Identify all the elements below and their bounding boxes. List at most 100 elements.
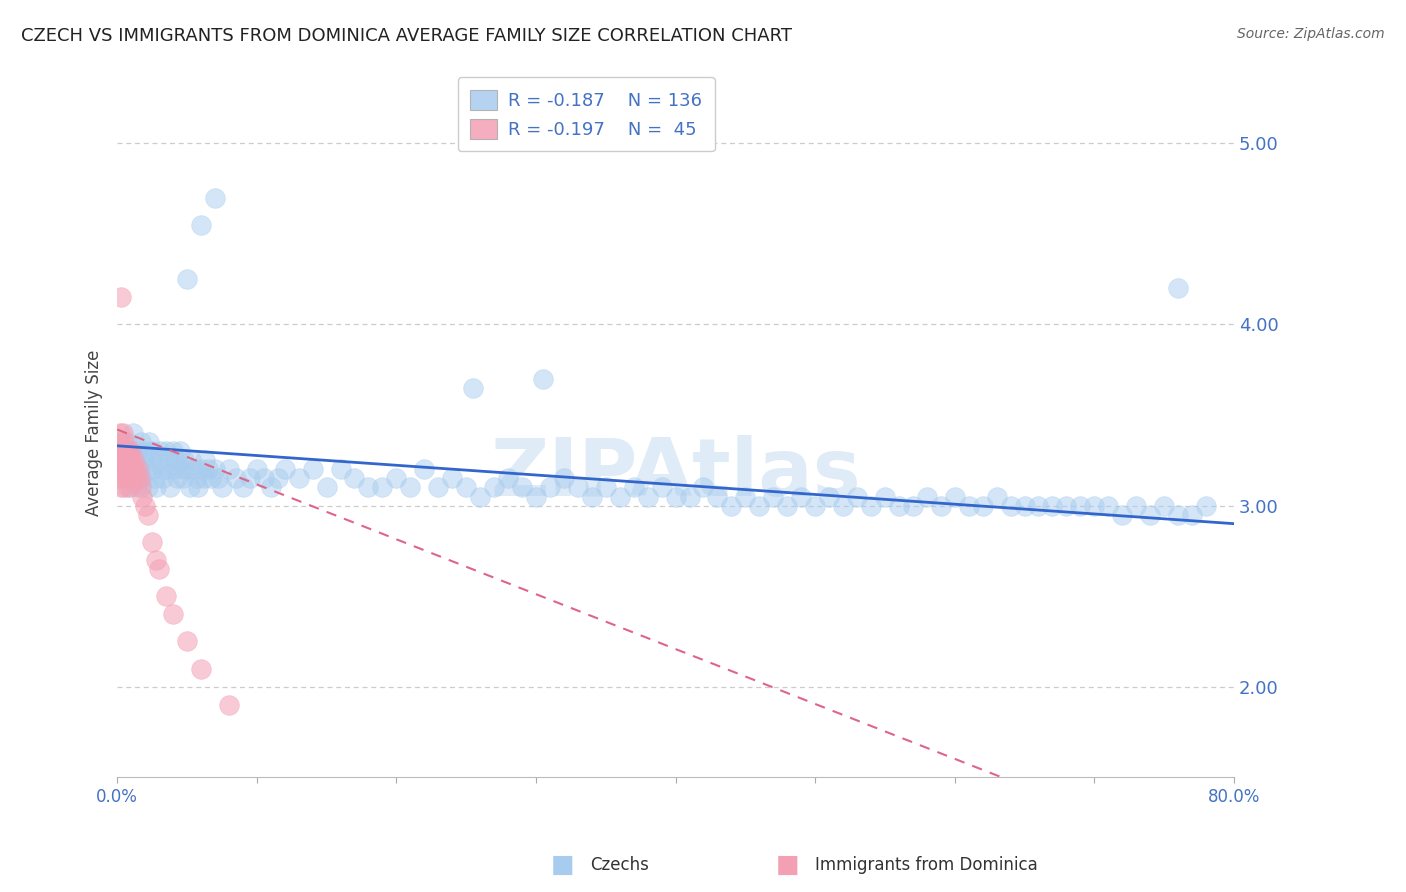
Point [186,471,208,485]
Point [225,471,247,485]
Point [329,462,352,476]
Point [112,435,135,450]
Point [162,444,184,458]
Point [957,499,980,513]
Point [915,490,938,504]
Point [143,471,166,485]
Point [706,490,728,504]
Point [155,589,177,603]
Point [110,290,132,304]
Point [343,471,366,485]
Point [157,453,180,467]
Point [441,471,464,485]
Point [121,426,143,441]
Point [125,480,148,494]
Point [165,453,187,467]
Point [211,480,233,494]
Point [595,480,617,494]
Point [207,471,229,485]
Point [623,480,645,494]
Point [1153,499,1175,513]
Point [187,480,209,494]
Point [190,218,212,232]
Point [567,480,589,494]
Point [943,490,966,504]
Point [176,272,198,286]
Text: ■: ■ [776,854,799,877]
Point [218,462,240,476]
Point [170,462,193,476]
Point [176,634,198,648]
Point [131,490,153,504]
Point [762,490,785,504]
Point [131,471,153,485]
Point [1181,508,1204,522]
Point [128,462,150,476]
Point [200,471,222,485]
Point [651,480,673,494]
Point [637,490,659,504]
Point [114,462,136,476]
Point [114,453,136,467]
Point [531,372,554,386]
Point [135,462,157,476]
Point [609,490,631,504]
Point [748,499,770,513]
Point [124,462,146,476]
Point [1111,508,1133,522]
Point [169,444,191,458]
Point [859,499,882,513]
Point [463,381,485,395]
Point [510,480,533,494]
Point [173,453,195,467]
Point [149,444,172,458]
Point [456,480,478,494]
Point [108,435,131,450]
Point [190,662,212,676]
Point [172,471,194,485]
Point [129,435,152,450]
Point [108,426,131,441]
Point [1042,499,1064,513]
Point [204,191,226,205]
Point [887,499,910,513]
Point [720,499,742,513]
Point [121,471,143,485]
Point [972,499,994,513]
Point [232,480,254,494]
Point [138,435,160,450]
Point [1069,499,1091,513]
Text: CZECH VS IMMIGRANTS FROM DOMINICA AVERAGE FAMILY SIZE CORRELATION CHART: CZECH VS IMMIGRANTS FROM DOMINICA AVERAG… [21,27,792,45]
Point [180,453,202,467]
Point [804,499,827,513]
Point [1083,499,1105,513]
Point [1097,499,1119,513]
Point [1000,499,1022,513]
Point [357,480,380,494]
Text: Immigrants from Dominica: Immigrants from Dominica [815,856,1038,874]
Point [166,471,188,485]
Point [204,462,226,476]
Point [1195,499,1218,513]
Point [287,471,309,485]
Point [107,444,129,458]
Point [145,480,167,494]
Point [986,490,1008,504]
Point [929,499,952,513]
Point [734,490,756,504]
Text: Source: ZipAtlas.com: Source: ZipAtlas.com [1237,27,1385,41]
Point [127,462,149,476]
Point [267,471,290,485]
Point [1054,499,1077,513]
Point [371,480,394,494]
Point [246,462,269,476]
Point [190,462,212,476]
Point [132,453,155,467]
Point [122,453,145,467]
Point [127,444,149,458]
Point [832,499,855,513]
Point [193,471,215,485]
Point [112,462,135,476]
Point [155,444,177,458]
Point [125,471,148,485]
